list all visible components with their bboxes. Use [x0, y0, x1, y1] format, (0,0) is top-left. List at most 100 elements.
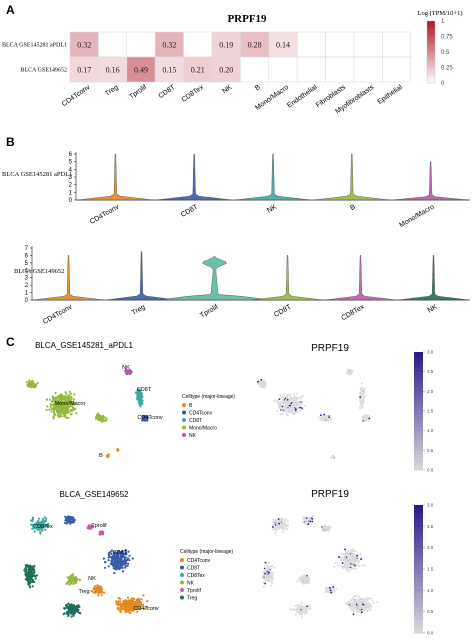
umap-point-high-expression	[311, 517, 314, 520]
umap-point-tprolif	[88, 524, 91, 528]
umap-point-low-expression	[359, 392, 362, 395]
umap-point-cd4tconv	[100, 591, 103, 594]
umap-point-mono-macro	[56, 401, 59, 404]
umap-point-nk	[78, 578, 81, 582]
umap-point-mono-macro	[57, 415, 61, 418]
umap-point-low-expression	[264, 578, 267, 581]
colorbar-segment	[414, 387, 423, 392]
umap-point-low-expression	[293, 393, 296, 395]
colorbar-segment	[414, 569, 423, 574]
umap-point-treg	[30, 576, 33, 579]
umap-point-cd8t	[124, 548, 127, 552]
colorbar-tick-label: 2.0	[427, 545, 434, 550]
umap-point-low-expression	[293, 397, 296, 400]
umap-point-low-expression	[281, 518, 284, 521]
umap-point-low-expression	[347, 566, 350, 569]
umap-point-low-expression	[351, 567, 354, 570]
legend-swatch-cd8tex	[180, 573, 184, 577]
umap-point-tprolif	[88, 527, 92, 530]
umap-point-low-expression	[333, 590, 336, 593]
umap-point-cd8t	[124, 565, 127, 568]
umap-point-mono-macro	[64, 414, 67, 418]
umap-point-low-expression	[298, 606, 301, 609]
colorbar-segment	[414, 454, 423, 459]
umap-point-low-expression	[327, 419, 329, 422]
colorbar-segment	[414, 543, 423, 549]
umap-point-cd8t	[137, 394, 140, 397]
umap-point-low-expression	[263, 565, 266, 568]
umap-point-cd8t	[139, 405, 142, 408]
umap-point-low-expression	[268, 567, 271, 570]
umap-point-low-expression	[265, 572, 268, 575]
umap-point-mono-macro	[60, 405, 63, 408]
umap-point-low-expression	[364, 598, 367, 601]
colorbar-segment	[427, 68, 435, 72]
umap-point-low-expression	[279, 402, 281, 405]
colorbar-segment	[427, 80, 435, 84]
umap-point-low-expression	[270, 584, 273, 587]
umap-point-treg	[71, 608, 74, 611]
umap-point-low-expression	[292, 411, 295, 413]
umap-point-cd4tconv	[100, 588, 103, 591]
umap-point-low-expression	[295, 406, 297, 408]
umap-point-cd8tex	[34, 524, 37, 528]
umap-point-low-expression	[283, 526, 286, 529]
umap-point-cd8t	[127, 562, 130, 565]
umap-point-low-expression	[282, 393, 285, 396]
umap-point-high-expression	[277, 518, 280, 521]
umap-point-low-expression	[272, 521, 275, 524]
colorbar-tick-label: 0.5	[441, 50, 450, 56]
colorbar-segment	[414, 564, 423, 570]
umap-point-mono-macro	[31, 381, 34, 384]
umap-point-low-expression	[356, 564, 359, 567]
umap-point-low-expression	[342, 553, 345, 556]
colorbar-segment	[427, 60, 435, 63]
colorbar-segment	[427, 58, 435, 61]
umap-point-mono-macro	[62, 407, 65, 410]
umap-point-cd8t	[116, 560, 119, 563]
umap-point-low-expression	[334, 562, 337, 564]
umap-point-cd8tex	[31, 520, 34, 523]
umap-point-low-expression	[280, 396, 283, 399]
umap-point-cd8t	[112, 558, 115, 561]
umap-point-cd8t	[128, 559, 131, 562]
umap-point-low-expression	[297, 396, 300, 399]
umap-point-low-expression	[262, 379, 265, 382]
colorbar-segment	[414, 513, 423, 519]
umap-point-low-expression	[357, 606, 359, 609]
umap-point-low-expression	[349, 551, 352, 554]
umap-point-low-expression	[264, 574, 267, 577]
umap-point-low-expression	[301, 394, 304, 397]
umap-point-cd8t	[131, 557, 134, 560]
umap-point-low-expression	[348, 555, 351, 558]
umap-point-low-expression	[359, 606, 362, 609]
umap-point-low-expression	[354, 605, 357, 608]
umap-point-low-expression	[358, 611, 361, 614]
umap-point-low-expression	[359, 407, 362, 410]
umap-point-low-expression	[307, 581, 310, 584]
umap-point-low-expression	[269, 573, 272, 576]
umap-point-low-expression	[335, 587, 338, 590]
heatmap-value-label: 0.16	[106, 66, 120, 75]
cluster-label-treg: Treg	[78, 589, 89, 595]
colorbar-segment	[414, 547, 423, 553]
umap-point-low-expression	[264, 571, 267, 574]
umap-point-cd4tconv	[134, 601, 138, 604]
umap-point-cd4tconv	[125, 604, 128, 607]
umap-point-treg	[67, 614, 70, 617]
colorbar-segment	[414, 367, 423, 373]
colorbar-tick-label: 0.5	[427, 448, 434, 453]
umap-point-low-expression	[300, 403, 303, 406]
legend-swatch-cd8t	[180, 565, 184, 570]
umap-point-high-expression	[309, 520, 312, 523]
umap-point-low-expression	[321, 415, 324, 417]
umap-point-cd8t	[139, 401, 142, 404]
umap-point-cd4tconv	[123, 602, 126, 605]
legend-swatch-b	[182, 403, 186, 407]
umap-point-nk	[70, 578, 73, 582]
umap-point-low-expression	[360, 597, 362, 600]
umap-point-cd8tex	[39, 525, 42, 528]
umap-point-low-expression	[322, 527, 325, 530]
umap-point-cd8t	[113, 572, 116, 575]
umap-point-low-expression	[286, 528, 289, 531]
